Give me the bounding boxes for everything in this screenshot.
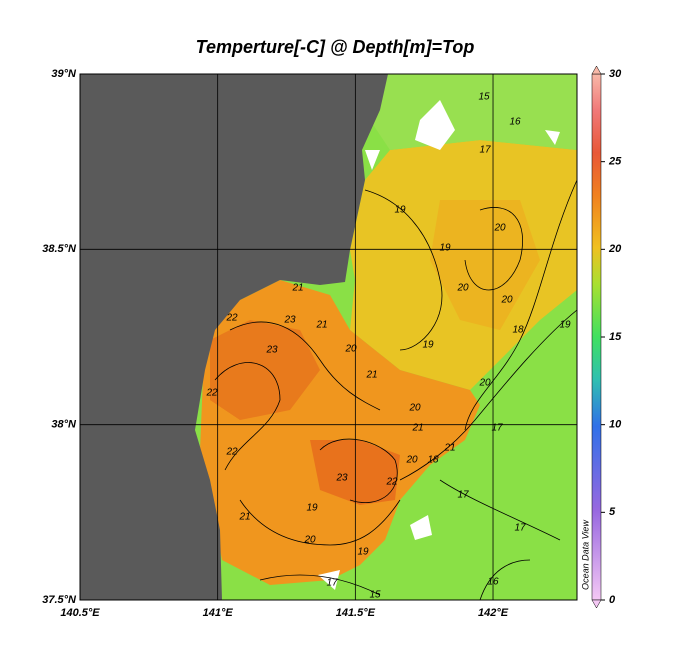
lat-tick-label: 39°N (51, 68, 77, 80)
colorbar-tick-label: 30 (609, 68, 622, 80)
cool-zone (370, 74, 577, 150)
lon-tick-label: 141°E (203, 607, 234, 619)
contour-label: 23 (265, 345, 278, 356)
contour-label: 17 (514, 523, 526, 534)
colorbar-tick-label: 15 (609, 331, 622, 343)
contour-label: 20 (405, 455, 418, 466)
contour-label: 21 (365, 370, 377, 381)
contours (214, 179, 577, 600)
contour-label: 22 (225, 313, 238, 324)
contour-label: 21 (238, 512, 250, 523)
colorbar (591, 73, 602, 601)
contour-label: 22 (205, 388, 218, 399)
contour-label: 20 (456, 283, 469, 294)
contour-label: 19 (394, 205, 406, 216)
contour-label: 17 (491, 423, 503, 434)
contour-label: 17 (326, 578, 338, 589)
contour-label: 22 (385, 477, 398, 488)
contour-label: 19 (439, 243, 451, 254)
warm-zone (430, 200, 540, 330)
contour-label: 21 (411, 423, 423, 434)
contour-label: 21 (315, 320, 327, 331)
lon-tick-label: 142°E (478, 607, 509, 619)
contour-label: 20 (493, 223, 506, 234)
contour-label: 17 (479, 145, 491, 156)
colorbar-tick-label: 25 (608, 156, 622, 168)
contour-label: 17 (457, 490, 469, 501)
lat-tick-label: 38°N (51, 419, 77, 431)
contour-label: 19 (357, 547, 369, 558)
contour-label: 21 (443, 443, 455, 454)
colorbar-tick-label: 10 (609, 419, 622, 431)
contour-label: 18 (427, 455, 439, 466)
lon-tick-label: 140.5°E (60, 607, 100, 619)
colorbar-tick-label: 20 (608, 243, 622, 255)
watermark: Ocean Data View (580, 520, 590, 590)
colorbar-arrow (591, 65, 602, 75)
contour-label: 20 (500, 295, 513, 306)
lon-tick-label: 141.5°E (336, 607, 376, 619)
contour-label: 19 (306, 503, 318, 514)
contour-label: 16 (487, 577, 499, 588)
contour-label: 15 (478, 92, 490, 103)
colorbar-tick-label: 0 (609, 594, 616, 606)
land (80, 74, 388, 600)
contour-label: 20 (408, 403, 421, 414)
contour-label: 20 (303, 535, 316, 546)
lat-tick-label: 38.5°N (42, 243, 77, 255)
field (80, 74, 577, 600)
colorbar-tick-label: 5 (609, 506, 616, 518)
contour-label: 21 (291, 283, 303, 294)
lat-tick-label: 37.5°N (42, 594, 77, 606)
contour-label: 19 (422, 340, 434, 351)
contour-label: 20 (478, 378, 491, 389)
contour-label: 19 (559, 320, 571, 331)
contour-label: 23 (335, 473, 348, 484)
hot-zone (210, 320, 320, 420)
contour-label: 18 (512, 325, 524, 336)
contour-label: 16 (509, 117, 521, 128)
contour-label: 15 (369, 590, 381, 601)
colorbar-arrow (591, 599, 602, 609)
title: Temperture[-C] @ Depth[m]=Top (196, 37, 475, 57)
contour-label: 22 (225, 447, 238, 458)
contour-label: 20 (344, 344, 357, 355)
contour-label: 23 (283, 315, 296, 326)
